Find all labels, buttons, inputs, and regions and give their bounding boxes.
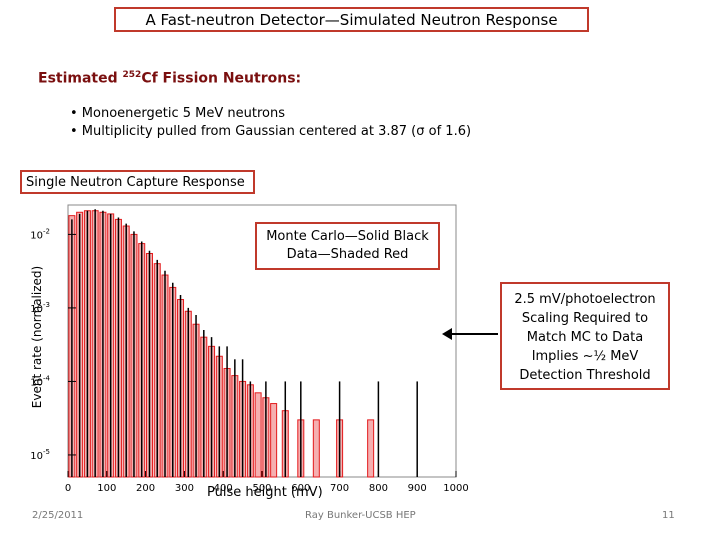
subtitle-post: Cf Fission Neutrons:	[141, 70, 302, 87]
y-tick-label: 10-3	[30, 301, 50, 315]
page-number: 11	[662, 510, 675, 521]
footer-author: Ray Bunker-UCSB HEP	[305, 510, 416, 521]
x-tick-label: 100	[97, 483, 116, 494]
y-tick-label: 10-2	[30, 227, 50, 241]
footer-date: 2/25/2011	[32, 510, 84, 521]
y-axis-label: Event rate (normalized)	[30, 265, 44, 409]
scaling-note-line: 2.5 mV/photoelectron	[514, 292, 656, 307]
x-tick-label: 200	[136, 483, 155, 494]
data-bar	[312, 419, 320, 478]
data-bar	[270, 403, 278, 478]
subtitle-pre: Estimated	[38, 70, 123, 87]
bullet-item: • Monoenergetic 5 MeV neutrons	[70, 106, 285, 121]
scaling-note-line: Match MC to Data	[526, 330, 644, 345]
capture-label-box: Single Neutron Capture Response	[20, 170, 255, 194]
arrow-icon	[442, 328, 498, 340]
x-tick-label: 0	[65, 483, 71, 494]
legend-box: Monte Carlo—Solid Black Data—Shaded Red	[255, 222, 440, 270]
capture-label: Single Neutron Capture Response	[26, 174, 245, 190]
x-tick-label: 1000	[443, 483, 468, 494]
y-axis: 10-2 10-3 10-4 10-5	[30, 227, 76, 462]
x-tick-label: 500	[252, 483, 271, 494]
bullet-item: • Multiplicity pulled from Gaussian cent…	[70, 124, 472, 139]
mc-series	[71, 209, 418, 477]
x-tick-label: 700	[330, 483, 349, 494]
y-tick-label: 10-4	[30, 374, 50, 388]
x-tick-label: 900	[408, 483, 427, 494]
x-tick-label: 800	[369, 483, 388, 494]
legend-data-label: Data—Shaded Red	[286, 247, 409, 262]
x-tick-label: 400	[214, 483, 233, 494]
data-bar	[254, 392, 262, 478]
y-tick-label: 10-5	[30, 448, 50, 462]
scaling-note-line: Implies ~½ MeV	[531, 349, 639, 364]
subtitle: Estimated 252Cf Fission Neutrons:	[38, 70, 301, 87]
data-bar	[367, 419, 375, 478]
legend-mc-label: Monte Carlo—Solid Black	[266, 229, 429, 244]
x-tick-label: 600	[291, 483, 310, 494]
x-tick-label: 300	[175, 483, 194, 494]
x-axis: 0 100 200 300 400 500 600 700 800 900 1000	[65, 471, 469, 494]
slide-title: A Fast-neutron Detector—Simulated Neutro…	[114, 7, 589, 32]
subtitle-superscript: 252	[122, 70, 142, 80]
scaling-note-line: Detection Threshold	[519, 368, 651, 383]
scaling-note-line: Scaling Required to	[521, 311, 649, 326]
x-axis-label: Pulse height (mV)	[207, 485, 323, 500]
scaling-note-box: 2.5 mV/photoelectron Scaling Required to…	[500, 282, 670, 390]
